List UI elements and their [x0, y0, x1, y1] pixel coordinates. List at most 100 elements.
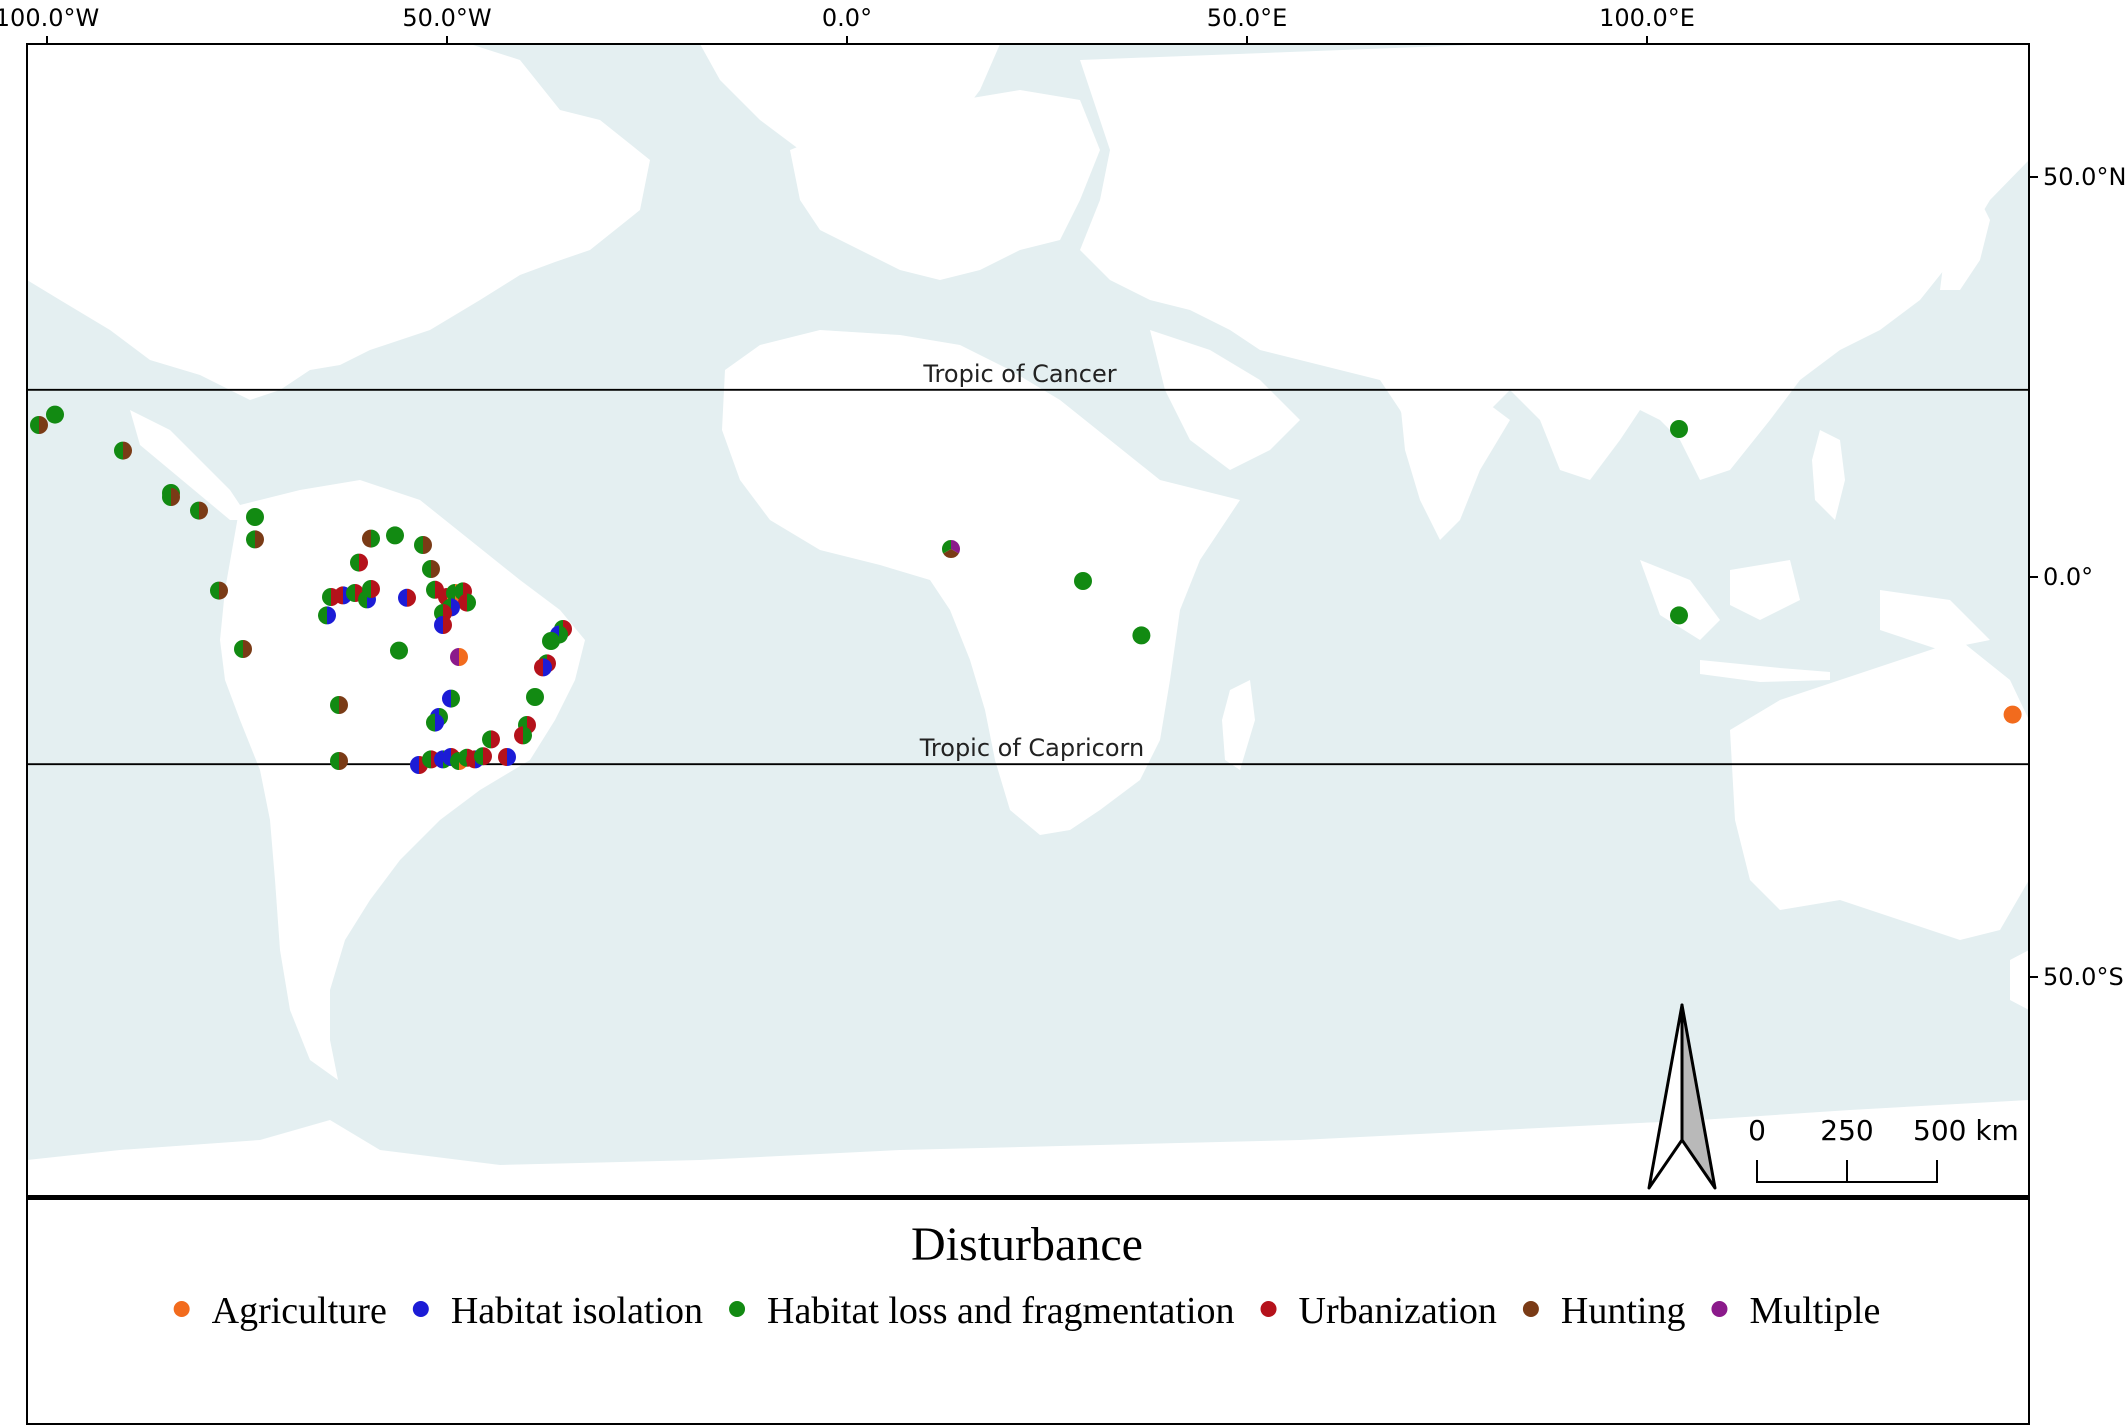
point-slice	[46, 405, 64, 424]
legend-swatch	[1711, 1301, 1728, 1317]
point-slice	[359, 553, 368, 572]
point-slice	[446, 584, 455, 602]
point-slice	[322, 588, 331, 606]
legend-title: Disturbance	[911, 1218, 1143, 1271]
study-site-point	[246, 530, 264, 549]
point-slice	[386, 526, 404, 545]
study-site-point	[350, 553, 368, 572]
point-slice	[426, 580, 435, 599]
study-site-point	[114, 441, 132, 460]
point-slice	[458, 748, 467, 767]
point-slice	[491, 730, 500, 749]
study-site-point	[234, 640, 252, 658]
point-slice	[498, 748, 507, 766]
point-slice	[30, 416, 39, 434]
point-slice	[523, 726, 532, 745]
lon-tick-label: 50.0°E	[1207, 4, 1288, 32]
land-south-america	[220, 480, 585, 1080]
point-slice	[422, 560, 431, 578]
land-madagascar	[1222, 680, 1255, 770]
study-site-point	[422, 560, 440, 578]
point-slice	[422, 750, 431, 769]
point-slice	[255, 530, 264, 549]
land-north-america	[27, 44, 650, 400]
point-slice	[459, 648, 468, 666]
point-slice	[371, 580, 380, 598]
study-site-point	[210, 581, 228, 600]
legend-label: Habitat loss and fragmentation	[767, 1290, 1235, 1332]
point-slice	[534, 658, 543, 677]
point-slice	[2003, 705, 2022, 724]
land-asia	[1080, 44, 2029, 480]
study-site-point	[442, 689, 460, 708]
point-slice	[526, 688, 544, 706]
lat-tick-label: 50.0°N	[2043, 163, 2126, 191]
legend-label: Habitat isolation	[451, 1290, 703, 1332]
point-slice	[123, 441, 132, 460]
study-site-point	[386, 526, 404, 545]
point-slice	[330, 696, 339, 714]
graticule-labels: 100.0°W 50.0°W 0.0° 50.0°E 100.0°E 50.0°N 0.0°…	[0, 4, 2126, 991]
point-slice	[334, 586, 343, 605]
study-site-point	[474, 747, 492, 766]
study-site-point	[30, 416, 48, 434]
legend-panel: Disturbance Agriculture Habitat isolation…	[26, 1196, 2030, 1425]
point-slice	[339, 752, 348, 770]
point-slice	[339, 696, 348, 714]
point-slice	[443, 616, 452, 634]
point-slice	[327, 606, 336, 625]
point-slice	[943, 549, 959, 559]
point-slice	[482, 730, 491, 749]
legend-item-multiple: Multiple	[1711, 1290, 1880, 1332]
point-slice	[199, 501, 208, 520]
point-slice	[39, 416, 48, 434]
point-slice	[434, 750, 443, 769]
point-slice	[371, 529, 380, 548]
map-panel: Tropic of Cancer Tropic of Capricorn 0 2…	[27, 44, 2029, 1196]
land-indonesia	[1640, 560, 1990, 682]
point-slice	[243, 640, 252, 658]
point-slice	[442, 748, 451, 766]
point-slice	[451, 689, 460, 708]
legend-item-habitat-isolation: Habitat isolation	[412, 1290, 703, 1332]
legend-swatch	[412, 1301, 429, 1317]
study-site-point	[362, 580, 380, 598]
study-site-point	[390, 641, 408, 660]
study-site-point	[330, 752, 348, 770]
land-new-zealand	[2010, 950, 2029, 1010]
point-slice	[467, 593, 476, 612]
point-slice	[451, 598, 460, 617]
point-slice	[431, 560, 440, 578]
point-slice	[171, 488, 180, 506]
point-slice	[234, 640, 243, 658]
lon-tick-label: 50.0°W	[402, 4, 491, 32]
point-slice	[1132, 626, 1151, 645]
point-slice	[514, 726, 523, 745]
point-slice	[162, 488, 171, 506]
study-site-point	[362, 529, 380, 548]
study-site-point	[162, 488, 180, 506]
study-site-point	[434, 616, 452, 634]
land-philippines	[1812, 430, 1845, 520]
land-masses	[27, 44, 2029, 1196]
lon-tick-label: 0.0°	[822, 4, 872, 32]
legend-item-agriculture: Agriculture	[173, 1290, 387, 1332]
legend-swatch	[729, 1301, 746, 1317]
legend-swatch	[1522, 1301, 1539, 1317]
point-slice	[458, 593, 467, 612]
study-site-point	[542, 632, 560, 650]
point-slice	[410, 756, 419, 774]
study-site-point	[498, 748, 516, 766]
point-slice	[434, 616, 443, 634]
point-slice	[318, 606, 327, 625]
legend-item-habitat-loss-and-fragmentation: Habitat loss and fragmentation	[729, 1290, 1235, 1332]
lat-tick-label: 50.0°S	[2043, 963, 2124, 991]
point-slice	[543, 658, 552, 677]
point-slice	[435, 713, 444, 732]
point-slice	[350, 553, 359, 572]
point-slice	[362, 580, 371, 598]
study-site-point	[942, 540, 960, 559]
point-slice	[942, 540, 951, 554]
study-site-point	[398, 588, 416, 607]
point-slice	[507, 748, 516, 766]
